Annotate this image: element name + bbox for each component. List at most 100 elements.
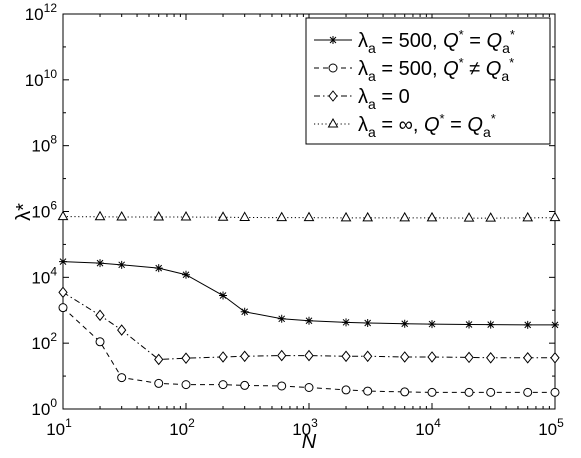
data-point — [182, 270, 190, 279]
data-point — [427, 387, 437, 397]
y-tick-label: 102 — [31, 330, 57, 353]
y-tick-label: 100 — [31, 396, 57, 419]
data-point — [400, 351, 410, 363]
x-tick-label: 103 — [292, 416, 318, 439]
x-tick-label: 102 — [169, 416, 195, 439]
data-point — [362, 211, 374, 222]
data-point — [218, 380, 228, 390]
data-point — [486, 351, 496, 364]
data-point — [276, 211, 288, 222]
axis-ticks: 101 102 103 104 105 100 102 104 106 108 1010 1012 — [25, 1, 564, 439]
data-point — [57, 210, 69, 221]
data-point — [180, 210, 192, 221]
data-point — [486, 320, 495, 329]
data-point — [58, 303, 68, 313]
data-point — [522, 211, 534, 222]
data-point — [463, 212, 475, 222]
data-point — [426, 211, 438, 222]
data-point — [240, 380, 250, 390]
data-point — [304, 349, 314, 362]
data-point — [523, 387, 533, 397]
data-point — [59, 257, 67, 266]
data-point — [117, 324, 127, 336]
data-point — [304, 382, 314, 392]
legend-label: λa = 500, Q* ≠ Qa* — [358, 55, 514, 84]
data-point — [550, 387, 560, 397]
series-line — [62, 291, 555, 360]
data-point — [399, 211, 411, 222]
series-3 — [58, 286, 560, 366]
data-point — [305, 316, 313, 325]
data-point — [341, 385, 351, 395]
data-point — [117, 260, 126, 269]
legend-marker — [328, 63, 338, 73]
data-point — [523, 351, 533, 364]
data-point — [95, 337, 105, 347]
data-point — [464, 351, 474, 364]
data-point — [551, 320, 559, 329]
data-point — [303, 211, 315, 222]
x-tick-label: 101 — [46, 416, 72, 439]
legend-box — [305, 17, 551, 145]
data-point — [96, 259, 105, 268]
legend-marker — [327, 117, 339, 128]
data-point — [465, 320, 474, 329]
data-point — [181, 380, 191, 390]
data-point — [181, 352, 191, 364]
data-point — [486, 387, 496, 397]
data-point — [94, 210, 106, 221]
data-point — [400, 319, 409, 328]
series-4 — [57, 210, 561, 222]
data-point — [240, 307, 249, 316]
y-tick-label: 108 — [31, 133, 57, 156]
y-tick-label: 1012 — [25, 1, 58, 24]
data-point — [154, 378, 164, 388]
data-point — [153, 210, 165, 221]
data-point — [277, 314, 286, 323]
y-tick-label: 104 — [31, 264, 57, 287]
data-point — [117, 373, 127, 383]
data-point — [549, 211, 561, 222]
data-point — [341, 350, 351, 363]
y-tick-label: 1010 — [25, 67, 58, 90]
y-axis-label: λ* — [13, 203, 35, 221]
series-1 — [59, 257, 559, 329]
data-point — [154, 353, 164, 366]
data-point — [217, 211, 229, 221]
series-2 — [58, 303, 560, 397]
data-point — [363, 318, 372, 327]
data-point — [340, 211, 352, 222]
data-point — [550, 351, 560, 364]
data-point — [363, 350, 373, 363]
data-point — [400, 387, 410, 397]
x-axis-label: N — [302, 431, 317, 453]
data-point — [240, 350, 250, 363]
data-point — [277, 381, 287, 391]
data-point — [239, 211, 251, 221]
legend-label: λa = 0 — [358, 86, 410, 112]
legend-label: λa = 500, Q* = Qa* — [358, 27, 515, 56]
data-point — [218, 351, 228, 363]
data-point — [277, 349, 287, 362]
data-point — [523, 320, 532, 329]
data-point — [219, 291, 228, 300]
legend-marker — [328, 90, 338, 102]
data-point — [342, 318, 351, 327]
data-point — [95, 309, 105, 322]
x-tick-label: 105 — [538, 416, 564, 439]
data-point — [464, 387, 474, 397]
legend-marker — [329, 36, 337, 44]
data-point — [427, 351, 437, 363]
data-point — [485, 212, 497, 222]
data-point — [58, 286, 68, 299]
data-point — [363, 386, 373, 396]
series-group — [57, 210, 561, 397]
y-tick-label: 106 — [31, 199, 57, 222]
x-tick-label: 104 — [415, 416, 441, 439]
data-point — [428, 320, 436, 329]
data-point — [154, 264, 163, 273]
data-point — [116, 210, 128, 221]
legend-label: λa = ∞, Q* = Qa* — [358, 111, 496, 140]
legend: λa = 500, Q* = Qa*λa = 500, Q* ≠ Qa*λa =… — [305, 17, 551, 145]
